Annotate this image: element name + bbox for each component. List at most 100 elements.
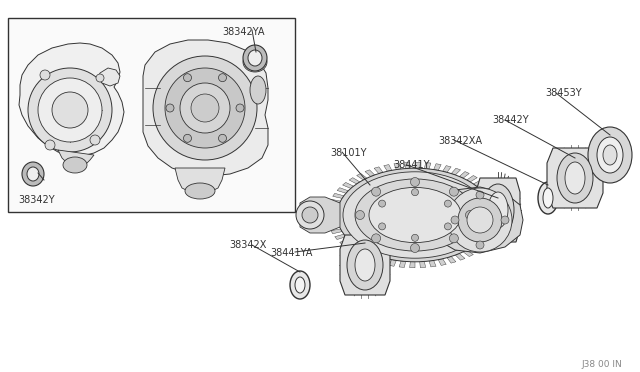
Polygon shape bbox=[328, 205, 339, 209]
Ellipse shape bbox=[369, 187, 461, 243]
Ellipse shape bbox=[465, 211, 474, 219]
Ellipse shape bbox=[355, 249, 375, 281]
Ellipse shape bbox=[165, 68, 245, 148]
Polygon shape bbox=[486, 232, 497, 237]
Polygon shape bbox=[474, 180, 484, 186]
Polygon shape bbox=[353, 248, 364, 254]
Ellipse shape bbox=[337, 168, 493, 262]
Text: 38441Y: 38441Y bbox=[393, 160, 429, 170]
Text: 38342Y: 38342Y bbox=[18, 195, 54, 205]
Ellipse shape bbox=[372, 187, 381, 196]
Ellipse shape bbox=[248, 50, 262, 66]
Polygon shape bbox=[493, 215, 503, 218]
Polygon shape bbox=[479, 185, 490, 191]
Ellipse shape bbox=[458, 198, 502, 242]
Polygon shape bbox=[340, 235, 390, 295]
Polygon shape bbox=[476, 241, 488, 247]
Ellipse shape bbox=[96, 74, 104, 82]
Bar bbox=[8, 18, 295, 212]
Polygon shape bbox=[399, 261, 406, 267]
Polygon shape bbox=[491, 202, 502, 206]
Ellipse shape bbox=[379, 200, 385, 207]
Ellipse shape bbox=[236, 104, 244, 112]
Polygon shape bbox=[467, 176, 477, 182]
Ellipse shape bbox=[410, 177, 419, 186]
Ellipse shape bbox=[295, 277, 305, 293]
Ellipse shape bbox=[565, 162, 585, 194]
Polygon shape bbox=[476, 178, 520, 242]
Polygon shape bbox=[58, 150, 94, 167]
Text: 38342X: 38342X bbox=[229, 240, 266, 250]
Ellipse shape bbox=[451, 216, 459, 224]
Polygon shape bbox=[98, 68, 120, 86]
Ellipse shape bbox=[243, 45, 267, 71]
Ellipse shape bbox=[449, 234, 458, 243]
Polygon shape bbox=[331, 229, 342, 234]
Polygon shape bbox=[484, 190, 495, 196]
Polygon shape bbox=[349, 178, 360, 184]
Ellipse shape bbox=[557, 153, 593, 203]
Ellipse shape bbox=[27, 167, 39, 181]
Ellipse shape bbox=[444, 200, 451, 207]
Polygon shape bbox=[482, 237, 493, 242]
Ellipse shape bbox=[290, 271, 310, 299]
Polygon shape bbox=[404, 162, 410, 169]
Polygon shape bbox=[443, 166, 451, 172]
Polygon shape bbox=[384, 164, 392, 171]
Polygon shape bbox=[19, 43, 124, 156]
Text: 38442Y: 38442Y bbox=[492, 115, 529, 125]
Polygon shape bbox=[429, 260, 436, 267]
Ellipse shape bbox=[296, 201, 324, 229]
Ellipse shape bbox=[347, 240, 383, 290]
Polygon shape bbox=[463, 250, 474, 257]
Polygon shape bbox=[451, 168, 461, 175]
Polygon shape bbox=[488, 196, 499, 201]
Ellipse shape bbox=[184, 134, 191, 142]
Ellipse shape bbox=[488, 192, 508, 228]
Polygon shape bbox=[434, 164, 441, 170]
Text: 38101Y: 38101Y bbox=[330, 148, 367, 158]
Ellipse shape bbox=[543, 188, 553, 208]
Ellipse shape bbox=[467, 207, 493, 233]
Polygon shape bbox=[490, 226, 500, 231]
Polygon shape bbox=[374, 167, 383, 174]
Ellipse shape bbox=[166, 104, 174, 112]
Ellipse shape bbox=[588, 127, 632, 183]
Ellipse shape bbox=[597, 137, 623, 173]
Polygon shape bbox=[369, 255, 379, 262]
Polygon shape bbox=[438, 259, 446, 265]
Ellipse shape bbox=[218, 134, 227, 142]
Ellipse shape bbox=[476, 241, 484, 249]
Text: 38441YA: 38441YA bbox=[270, 248, 312, 258]
Polygon shape bbox=[492, 209, 503, 212]
Ellipse shape bbox=[449, 187, 458, 196]
Polygon shape bbox=[175, 168, 225, 193]
Ellipse shape bbox=[444, 223, 451, 230]
Polygon shape bbox=[447, 256, 456, 263]
Text: 38453Y: 38453Y bbox=[545, 88, 582, 98]
Ellipse shape bbox=[379, 223, 385, 230]
Ellipse shape bbox=[45, 140, 55, 150]
Ellipse shape bbox=[355, 179, 475, 251]
Ellipse shape bbox=[343, 172, 487, 258]
Polygon shape bbox=[460, 171, 469, 178]
Ellipse shape bbox=[538, 182, 558, 214]
Ellipse shape bbox=[40, 70, 50, 80]
Polygon shape bbox=[455, 253, 465, 260]
Ellipse shape bbox=[52, 92, 88, 128]
Ellipse shape bbox=[218, 74, 227, 82]
Polygon shape bbox=[470, 246, 481, 252]
Ellipse shape bbox=[243, 52, 267, 72]
Polygon shape bbox=[327, 212, 337, 215]
Polygon shape bbox=[143, 40, 268, 176]
Polygon shape bbox=[547, 148, 603, 208]
Polygon shape bbox=[337, 188, 348, 193]
Polygon shape bbox=[327, 218, 337, 221]
Polygon shape bbox=[389, 260, 396, 266]
Polygon shape bbox=[300, 197, 340, 233]
Polygon shape bbox=[328, 224, 339, 228]
Ellipse shape bbox=[372, 234, 381, 243]
Text: J38 00 IN: J38 00 IN bbox=[581, 360, 622, 369]
Ellipse shape bbox=[153, 56, 257, 160]
Ellipse shape bbox=[476, 191, 484, 199]
